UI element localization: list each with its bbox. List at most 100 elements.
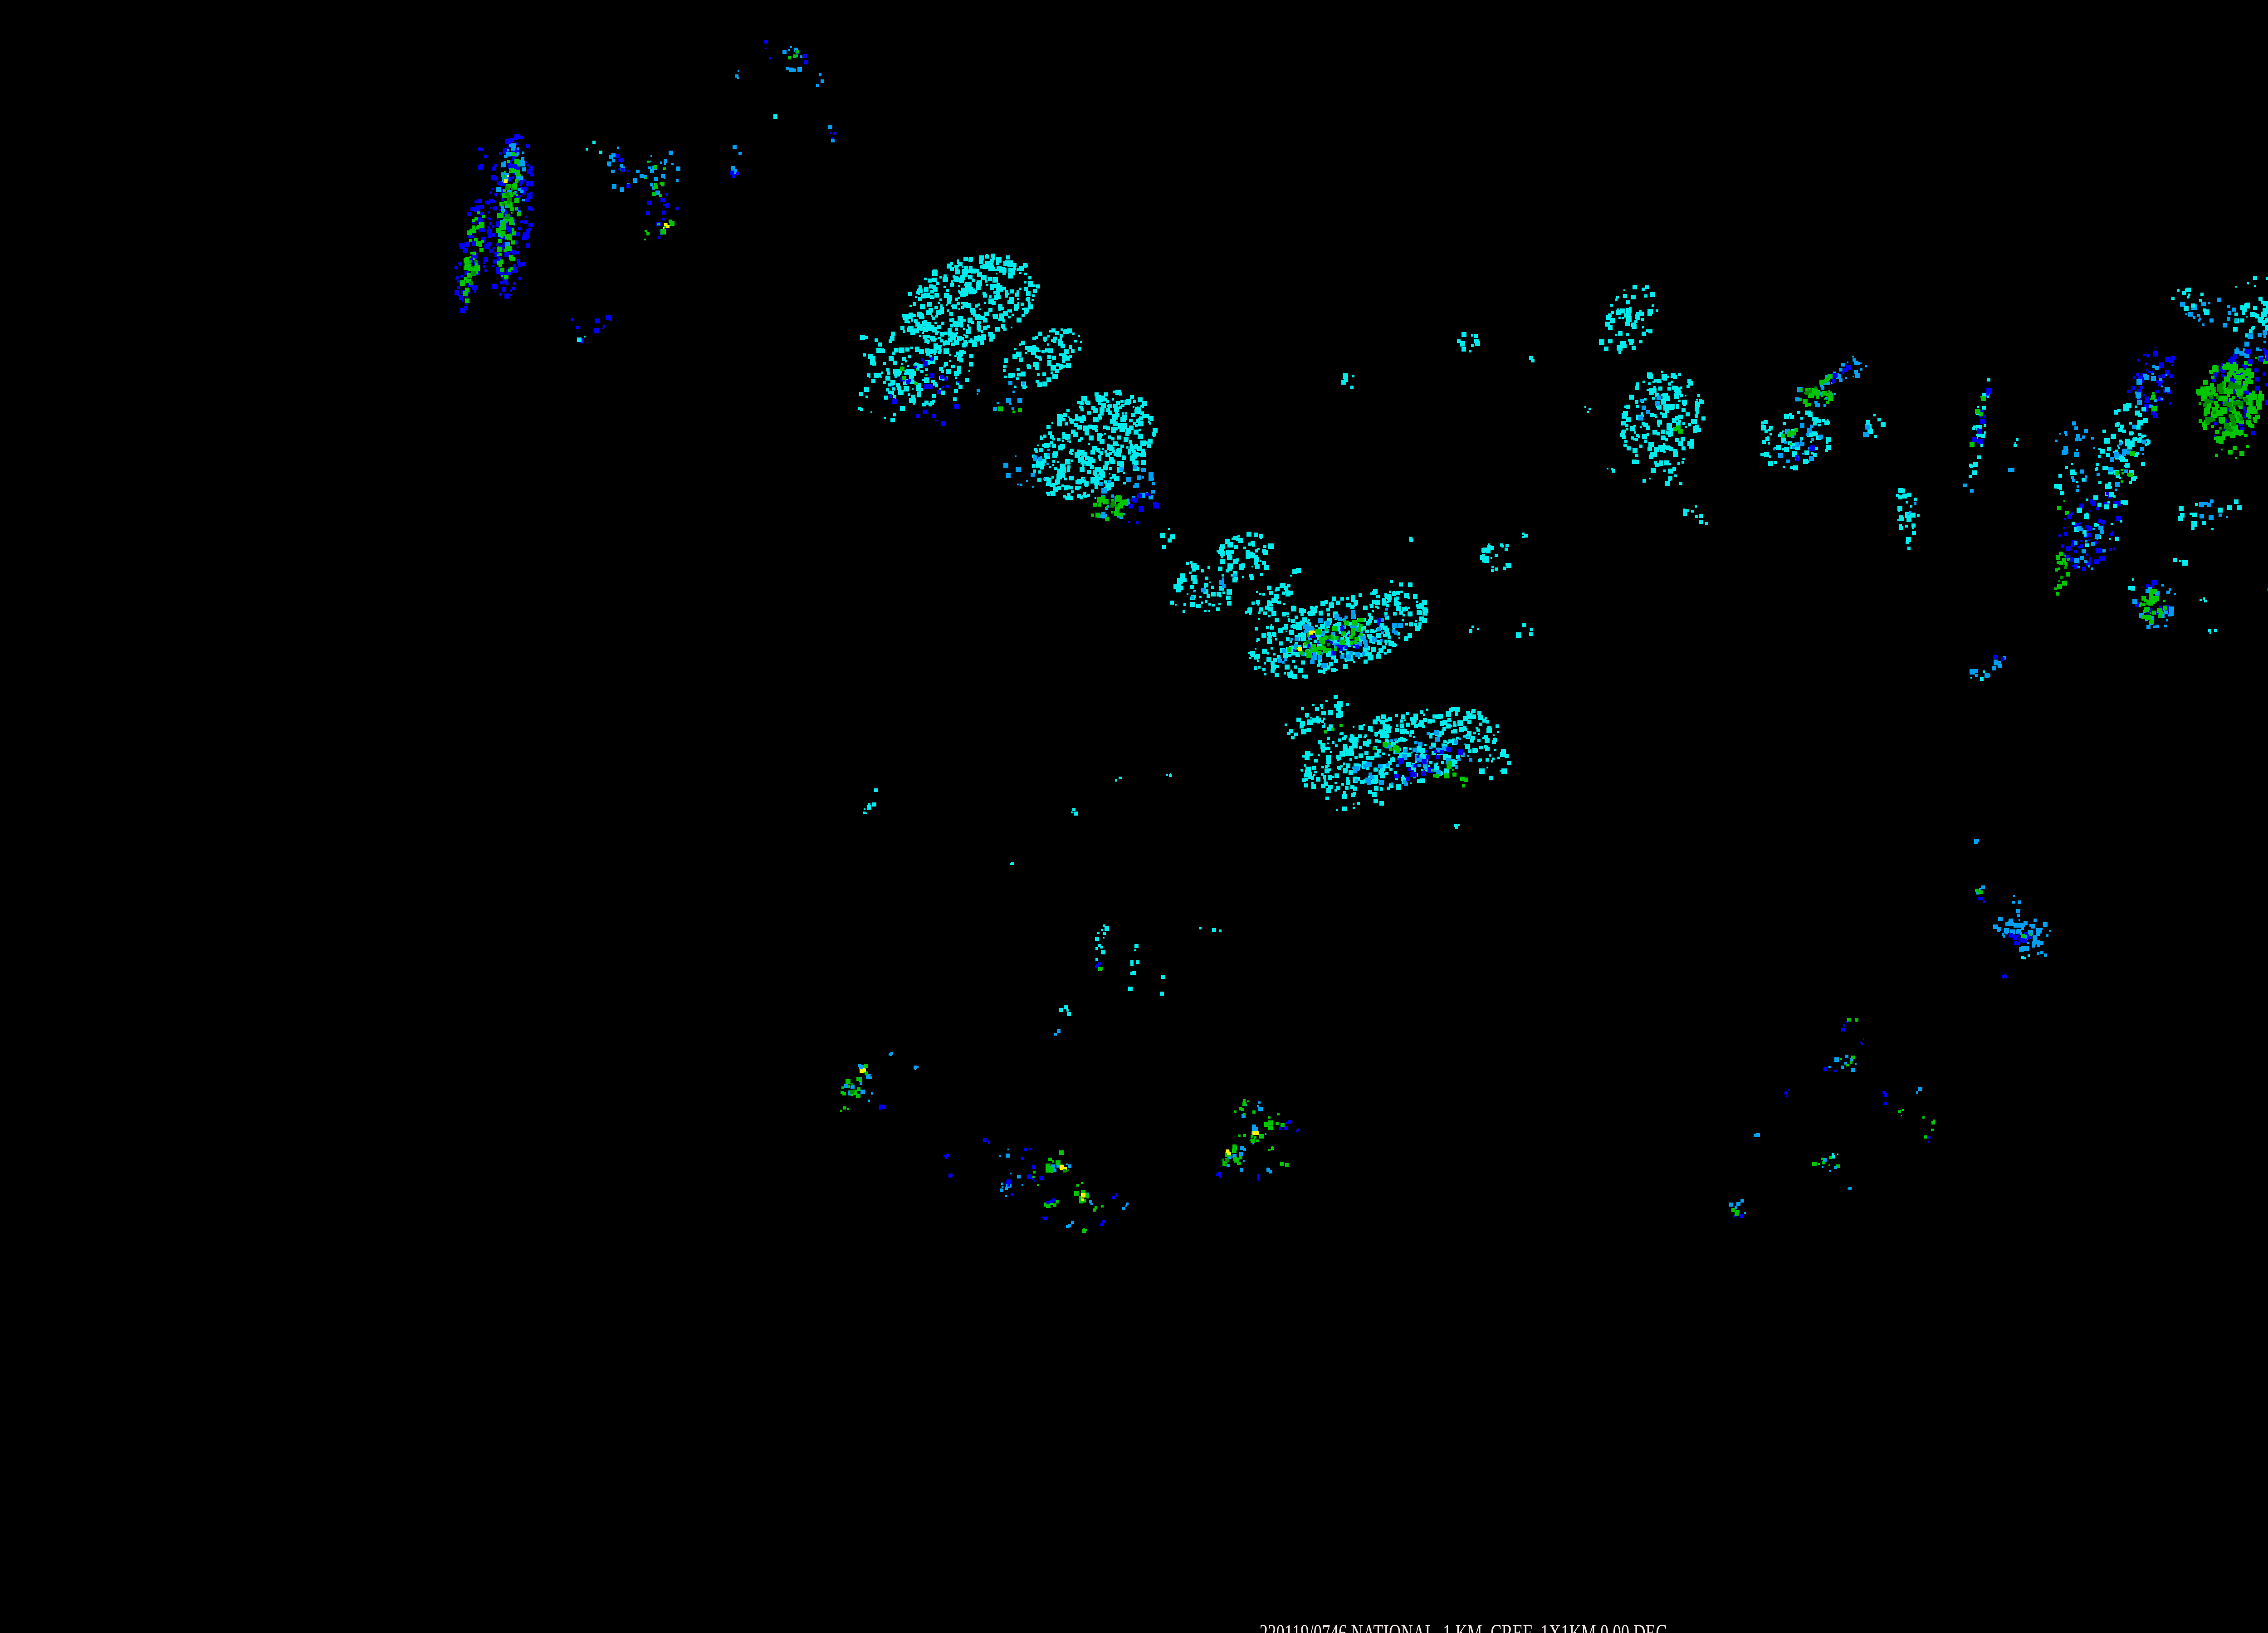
radar-echo-northern-rockies-specks xyxy=(788,50,799,59)
radar-echo-tennessee-valley-specks xyxy=(1898,1109,1904,1116)
radar-echo-pacific-northwest xyxy=(571,315,612,343)
radar-echo-iowa-ring xyxy=(1341,373,1354,389)
radar-echo-red-river-streak xyxy=(1969,378,1990,478)
radar-echo-tennessee-valley-specks xyxy=(1731,1208,1740,1216)
radar-echo-dakotas-cluster xyxy=(1638,396,1661,420)
radar-echo-mid-mississippi-system xyxy=(1460,777,1468,787)
radar-echo-southern-plains-cells xyxy=(860,1068,866,1073)
radar-echo-minnesota-cells xyxy=(1760,411,1831,470)
radar-echo-pacific-northwest xyxy=(469,260,478,285)
radar-echo-great-lakes-system xyxy=(2135,365,2170,408)
radar-echo-mid-mississippi-system xyxy=(1352,730,1472,786)
radar-echo-mid-mississippi-system xyxy=(1417,603,1428,615)
radar-echo-red-river-streak xyxy=(2008,468,2014,472)
radar-echo-southern-plains-cells xyxy=(1252,1131,1259,1135)
radar-echo-great-lakes-system xyxy=(2128,578,2135,591)
radar-echo-southern-plains-cells xyxy=(1279,1120,1291,1130)
radar-echo-great-lakes-system xyxy=(2234,330,2268,364)
radar-echo-southern-plains-cells xyxy=(1296,1129,1300,1132)
radar-echo-southern-plains-cells xyxy=(841,1077,862,1098)
radar-echo-dakotas-cluster xyxy=(1607,468,1615,473)
radar-echo-mid-mississippi-system xyxy=(1293,618,1381,655)
radar-echo-southern-plains-cells xyxy=(999,1149,1010,1158)
radar-echo-central-plains-streaks xyxy=(1098,967,1103,971)
radar-echo-pacific-northwest xyxy=(504,175,509,183)
radar-echo-iowa-ring xyxy=(1480,543,1511,572)
radar-echo-mid-mississippi-system xyxy=(1324,724,1343,733)
radar-echo-southern-plains-cells xyxy=(1087,1193,1093,1205)
radar-echo-central-plains-streaks xyxy=(1071,808,1078,816)
radar-echo-great-lakes-system xyxy=(2095,403,2151,496)
radar-echo-southern-plains-cells xyxy=(1021,1148,1031,1160)
radar-echo-southern-plains-cells xyxy=(840,1106,849,1112)
radar-echo-northern-plains xyxy=(1003,449,1050,488)
radar-echo-tennessee-valley-specks xyxy=(1812,1156,1840,1168)
radar-echo-great-lakes-system xyxy=(2127,347,2176,418)
radar-echo-southern-plains-cells xyxy=(948,1173,953,1178)
radar-echo-iowa-ring xyxy=(1409,537,1413,542)
radar-echo-southern-plains-cells xyxy=(1046,1198,1055,1204)
radar-echo-central-plains-streaks xyxy=(1054,1029,1061,1036)
radar-echo-southern-plains-cells xyxy=(1112,1193,1118,1199)
radar-echo-nw-speckle-field xyxy=(644,230,650,240)
radar-echo-tennessee-valley-specks xyxy=(1784,1089,1790,1097)
radar-echo-southern-plains-cells xyxy=(844,1082,873,1102)
radar-echo-northern-rockies-specks xyxy=(764,40,771,59)
radar-echo-southern-plains-cells xyxy=(858,1064,872,1081)
radar-echo-great-lakes-system xyxy=(1970,656,2006,678)
radar-echo-southern-plains-cells xyxy=(1042,1217,1047,1220)
radar-echo-tennessee-valley-specks xyxy=(1841,1021,1848,1032)
radar-echo-ohio-valley-blob xyxy=(1993,917,2003,931)
radar-echo-central-plains-streaks xyxy=(1199,927,1222,932)
radar-echo-red-river-streak xyxy=(1896,488,1920,535)
radar-echo-mid-mississippi-system xyxy=(1306,636,1331,650)
radar-echo-mid-mississippi-system xyxy=(1170,601,1185,613)
radar-echo-great-lakes-system xyxy=(1993,655,2004,661)
radar-echo-mid-mississippi-system xyxy=(1217,532,1274,582)
radar-echo-mid-mississippi-system xyxy=(1325,786,1384,811)
radar-echo-southern-plains-cells xyxy=(1032,1171,1039,1186)
radar-echo-minnesota-cells xyxy=(1799,380,1833,407)
radar-echo-southern-plains-cells xyxy=(914,1066,919,1070)
radar-echo-mid-mississippi-system xyxy=(1245,583,1296,631)
radar-echo-mid-mississippi-system xyxy=(1285,695,1349,739)
radar-echo-tennessee-valley-specks xyxy=(1848,1187,1852,1190)
radar-echo-central-plains-streaks xyxy=(1128,944,1139,991)
radar-echo-southern-plains-cells xyxy=(1238,1134,1264,1143)
radar-echo-southern-plains-cells xyxy=(1280,1162,1289,1167)
radar-echo-nw-speckle-field xyxy=(663,223,670,229)
radar-echo-southern-plains-cells xyxy=(1074,1182,1089,1203)
radar-echo-ozarks-specks xyxy=(1683,508,1687,513)
radar-echo-mid-mississippi-system xyxy=(1191,588,1206,599)
radar-echo-southern-plains-cells xyxy=(1264,1113,1285,1130)
radar-echo-mid-mississippi-system xyxy=(1173,565,1232,612)
radar-echo-mid-mississippi-system xyxy=(1287,618,1371,658)
radar-echo-great-lakes-system xyxy=(2235,276,2268,288)
radar-echo-tennessee-valley-specks xyxy=(1882,1091,1887,1105)
radar-echo-tennessee-valley-specks xyxy=(1847,1018,1858,1022)
radar-echo-central-plains-streaks xyxy=(867,788,878,810)
radar-echo-nw-speckle-field xyxy=(616,154,631,188)
radar-echo-minnesota-cells xyxy=(1773,423,1823,463)
radar-echo-northern-plains xyxy=(860,335,884,359)
radar-echo-mid-mississippi-system xyxy=(1370,580,1413,604)
radar-echo-great-lakes-system xyxy=(2203,381,2248,432)
radar-echo-southern-plains-cells xyxy=(1046,1150,1064,1173)
radar-echo-pacific-northwest xyxy=(496,152,521,279)
radar-echo-tennessee-valley-specks xyxy=(1860,1038,1864,1045)
radar-echo-southern-plains-cells xyxy=(1257,1174,1260,1181)
radar-echo-northern-rockies-specks xyxy=(735,70,739,79)
radar-echo-dakotas-cluster xyxy=(1599,285,1658,354)
radar-echo-mid-mississippi-system xyxy=(1219,574,1237,588)
radar-echo-southern-plains-cells xyxy=(1100,1220,1105,1226)
radar-echo-southern-plains-cells xyxy=(889,1052,893,1056)
radar-echo-mid-mississippi-system xyxy=(1373,742,1400,753)
radar-echo-mid-mississippi-system xyxy=(1248,589,1427,679)
radar-echo-ohio-valley-blob xyxy=(2021,954,2030,959)
radar-echo-great-lakes-system xyxy=(2115,451,2135,483)
radar-echo-minnesota-cells xyxy=(1832,365,1851,383)
radar-echo-central-plains-streaks xyxy=(1115,777,1122,782)
radar-echo-great-lakes-system xyxy=(2139,589,2167,624)
radar-echo-mid-mississippi-system xyxy=(1297,647,1302,651)
radar-echo-minnesota-cells xyxy=(1781,428,1798,445)
